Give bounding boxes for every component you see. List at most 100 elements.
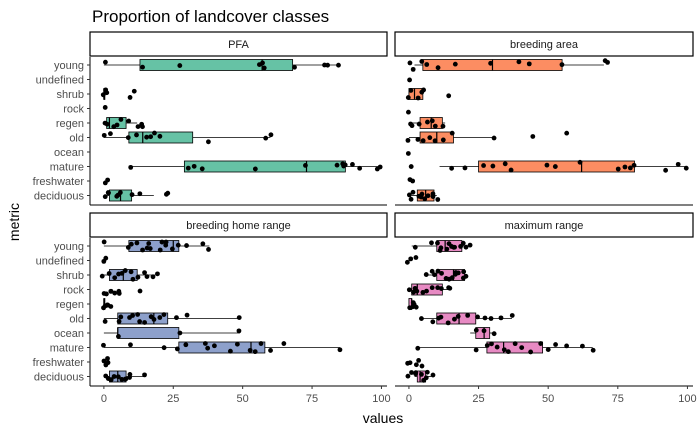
data-point (185, 165, 191, 171)
box-young (139, 59, 294, 71)
data-point (101, 342, 106, 348)
data-point (505, 349, 511, 355)
data-point (157, 247, 163, 253)
data-point (435, 285, 441, 291)
data-point (429, 285, 435, 291)
data-point (303, 163, 308, 168)
data-point (130, 276, 136, 282)
data-point (406, 109, 411, 115)
data-point (663, 167, 669, 173)
data-point (342, 162, 348, 168)
data-point (126, 118, 132, 124)
data-point (407, 60, 413, 66)
data-point (413, 255, 419, 260)
data-point (440, 137, 446, 143)
data-point (415, 95, 421, 101)
data-point (410, 66, 416, 72)
data-point (184, 312, 190, 318)
data-point (508, 167, 514, 173)
data-point (161, 345, 167, 351)
data-point (413, 362, 419, 368)
data-point (407, 77, 412, 83)
data-point (128, 342, 133, 348)
data-point (413, 371, 419, 377)
data-point (439, 270, 444, 276)
data-point (488, 316, 494, 321)
data-point (526, 61, 532, 67)
x-tick-label: 100 (678, 393, 696, 405)
data-point (103, 362, 109, 368)
data-point (447, 285, 453, 291)
data-point (337, 347, 343, 353)
data-point (435, 268, 441, 274)
data-point (142, 372, 147, 378)
data-point (108, 131, 113, 137)
data-point (100, 92, 106, 98)
data-point (260, 60, 265, 66)
data-point (175, 242, 181, 248)
data-point (432, 138, 438, 144)
data-point (427, 135, 433, 141)
data-point (564, 130, 570, 136)
data-point (424, 288, 429, 294)
data-point (191, 163, 197, 169)
x-tick-label: 100 (372, 393, 390, 405)
box-ocean (117, 327, 180, 339)
data-point (465, 312, 471, 318)
data-point (449, 275, 455, 281)
y-tick-label: mature (50, 343, 84, 355)
y-tick-label: old (69, 133, 84, 145)
data-point (481, 328, 487, 334)
data-point (159, 239, 165, 245)
data-point (481, 163, 486, 168)
data-point (423, 375, 429, 381)
data-point (157, 133, 163, 139)
data-point (419, 363, 425, 369)
data-point (199, 166, 205, 172)
data-point (473, 347, 479, 353)
data-point (415, 137, 421, 142)
data-point (128, 241, 134, 247)
data-point (104, 90, 110, 96)
data-point (501, 347, 507, 353)
data-point (184, 243, 189, 248)
data-point (452, 244, 457, 250)
data-point (622, 164, 628, 170)
facet-strip (89, 212, 388, 238)
y-tick-label: undefined (36, 75, 84, 87)
data-point (446, 93, 452, 99)
data-point (475, 314, 480, 320)
data-point (236, 328, 242, 334)
data-point (409, 123, 415, 129)
y-tick-label: old (69, 314, 84, 326)
x-tick-label: 25 (472, 393, 484, 405)
data-point (131, 88, 137, 94)
data-point (502, 161, 508, 167)
data-point (252, 349, 258, 355)
data-point (292, 64, 297, 70)
data-point (140, 64, 145, 70)
y-tick-label: shrub (56, 270, 84, 282)
data-point (405, 373, 411, 379)
y-tick-label: deciduous (34, 191, 85, 203)
data-point (482, 315, 488, 321)
data-point (528, 349, 534, 355)
data-point (112, 290, 118, 296)
data-point (463, 273, 469, 279)
data-point (449, 130, 455, 136)
data-point (116, 318, 122, 324)
facet-panel: breeding area (394, 31, 694, 206)
facet-strip-label: breeding home range (186, 220, 291, 232)
facet-strip-label: PFA (228, 39, 249, 51)
data-point (413, 304, 419, 310)
box-mature (183, 160, 346, 173)
data-point (102, 319, 108, 324)
data-point (458, 244, 464, 249)
data-point (206, 247, 211, 252)
data-point (205, 345, 211, 351)
data-point (408, 164, 414, 169)
data-point (104, 291, 109, 297)
data-point (155, 271, 160, 277)
data-point (538, 341, 544, 346)
data-point (416, 357, 422, 363)
